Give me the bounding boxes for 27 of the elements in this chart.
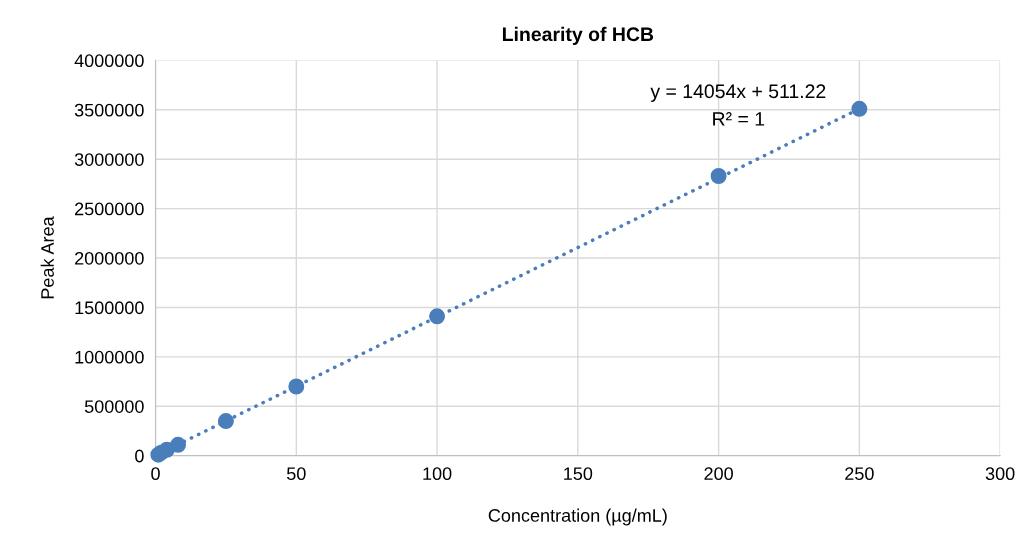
x-tick-label: 250 [845, 467, 874, 481]
x-tick-label: 100 [423, 467, 452, 481]
x-tick-label: 50 [286, 467, 306, 481]
y-tick-label: 3500000 [74, 103, 144, 117]
point [429, 308, 446, 325]
point [851, 100, 868, 117]
point [217, 413, 234, 430]
x-tick-label: 0 [151, 467, 160, 481]
y-tick-label: 2500000 [75, 202, 144, 216]
x-tick-label: 150 [564, 467, 593, 481]
chart-title: Linearity of HCB [502, 26, 654, 45]
y-tick-label: 3000000 [74, 153, 144, 166]
y-tick-label: 500000 [84, 400, 144, 413]
x-tick-label: 200 [704, 467, 733, 481]
x-tick-label: 300 [985, 467, 1015, 481]
point [710, 168, 727, 184]
annotation: R² = 1 [713, 112, 765, 126]
y-tick-label: 1000000 [75, 350, 144, 364]
y-tick-label: 1500000 [75, 301, 144, 315]
annotation: y = 14054x + 511.22 [650, 84, 826, 102]
point [288, 378, 305, 395]
x-axis-title: Concentration (µg/mL) [488, 508, 667, 526]
point [170, 436, 187, 453]
y-axis-title: Peak Area [40, 216, 54, 299]
y-tick-label: 2000000 [75, 251, 144, 265]
y-tick-label: 4000000 [74, 54, 144, 68]
y-tick-label: 0 [135, 449, 144, 463]
